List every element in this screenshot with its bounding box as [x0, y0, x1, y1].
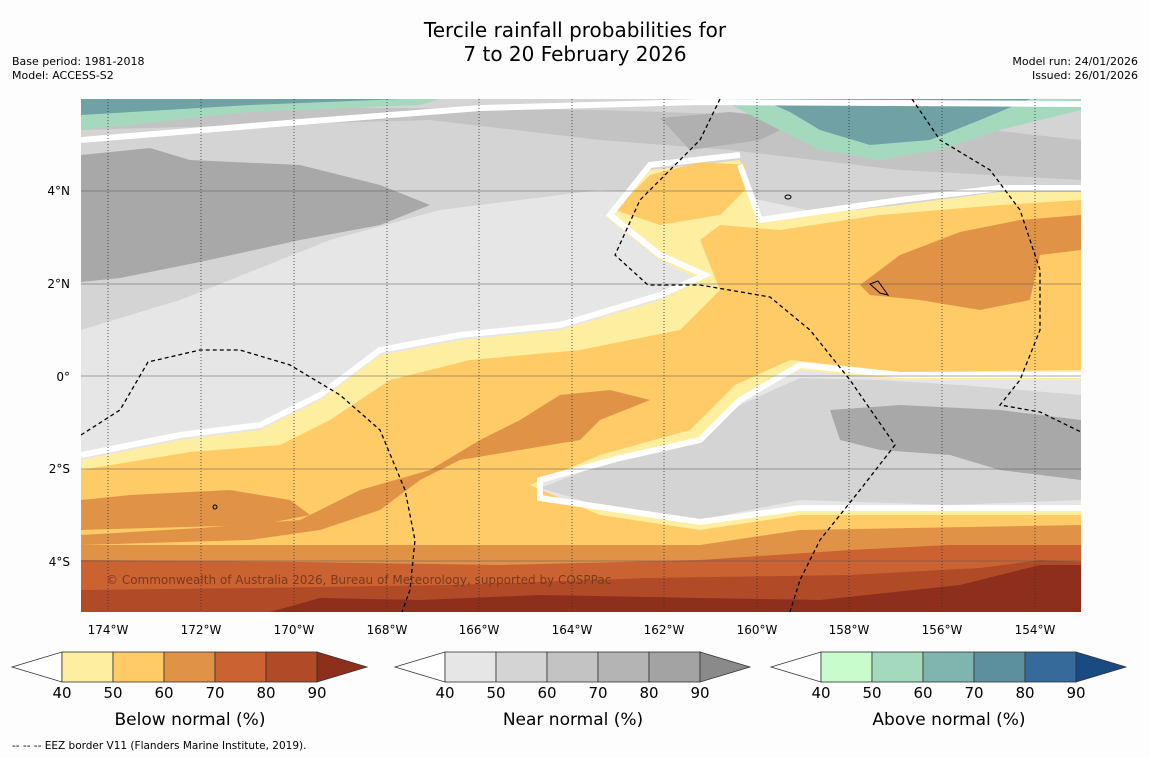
cb-below-segment — [61, 651, 114, 683]
cb-below-extend-low — [10, 651, 63, 683]
near-normal-south-70 — [830, 405, 1081, 480]
above-normal-west-70 — [81, 99, 400, 115]
cb-near-tick: 60 — [537, 684, 557, 702]
cb-above-tick: 50 — [862, 684, 882, 702]
cb-above-title: Above normal (%) — [872, 710, 1026, 730]
near-normal-band-70-west — [81, 148, 430, 282]
footer-note: -- -- -- EEZ border V11 (Flanders Marine… — [12, 740, 307, 752]
copyright-text: © Commonwealth of Australia 2026, Bureau… — [106, 573, 611, 587]
cb-near-extend-high — [699, 651, 752, 683]
cb-above-extend-high — [1075, 651, 1128, 683]
lon-label: 154°W — [1015, 623, 1056, 637]
cb-above-segment — [973, 651, 1026, 683]
below-normal-90 — [270, 565, 1081, 612]
cb-above-tick: 80 — [1015, 684, 1035, 702]
below-normal-north-pocket — [615, 162, 745, 225]
cb-near-tick: 40 — [435, 684, 455, 702]
cb-above-segment — [820, 651, 873, 683]
lon-label: 156°W — [922, 623, 963, 637]
cb-near-tick: 80 — [639, 684, 659, 702]
lon-label: 174°W — [88, 623, 129, 637]
eez-borders — [81, 99, 1081, 612]
cb-above-tick: 60 — [913, 684, 933, 702]
meta-left: Base period: 1981-2018 Model: ACCESS-S2 — [12, 55, 144, 83]
cb-above-tick: 70 — [964, 684, 984, 702]
lat-label: 2°S — [49, 462, 70, 476]
map-title: Tercile rainfall probabilities for 7 to … — [0, 18, 1150, 66]
lat-label: 4°S — [49, 555, 70, 569]
cb-near-extend-low — [393, 651, 446, 683]
cb-below-segment — [265, 651, 318, 683]
near-normal-west-equator — [81, 345, 350, 445]
base-period: Base period: 1981-2018 — [12, 55, 145, 68]
title-line2: 7 to 20 February 2026 — [463, 42, 687, 66]
cb-near-segment — [495, 651, 548, 683]
cb-below-segment — [112, 651, 165, 683]
cb-near-segment — [546, 651, 599, 683]
cb-near-segment — [444, 651, 497, 683]
cb-near-segment — [597, 651, 650, 683]
cb-above-extend-low — [769, 651, 822, 683]
lon-label: 158°W — [829, 623, 870, 637]
lon-label: 166°W — [459, 623, 500, 637]
cb-below-segment — [163, 651, 216, 683]
lon-label: 168°W — [367, 623, 408, 637]
cb-below-tick: 50 — [103, 684, 123, 702]
cb-below-tick: 70 — [205, 684, 225, 702]
cb-below-tick: 90 — [307, 684, 327, 702]
cb-above-segment — [1024, 651, 1077, 683]
cb-near-title: Near normal (%) — [502, 710, 644, 730]
lon-label: 160°W — [737, 623, 778, 637]
cb-near-tick: 90 — [690, 684, 710, 702]
meta-right: Model run: 24/01/2026 Issued: 26/01/2026 — [1012, 55, 1138, 83]
above-normal-east-70 — [760, 99, 1030, 145]
model-name: Model: ACCESS-S2 — [12, 69, 114, 82]
below-normal-60-band-1 — [81, 390, 650, 545]
separator-mid — [81, 152, 741, 458]
lat-label: 4°N — [47, 184, 70, 198]
cb-below-segment — [214, 651, 267, 683]
lon-label: 170°W — [274, 623, 315, 637]
title-line1: Tercile rainfall probabilities for — [423, 18, 727, 42]
lon-label: 162°W — [644, 623, 685, 637]
lat-label: 2°N — [47, 277, 70, 291]
cb-near-segment — [648, 651, 701, 683]
lon-labels: 174°W 172°W 170°W 168°W 166°W 164°W 162°… — [88, 623, 1056, 637]
islands — [212, 194, 890, 510]
below-normal-60-east — [860, 215, 1081, 310]
separator-mid-east — [737, 163, 1081, 224]
model-run: Model run: 24/01/2026 — [1012, 55, 1138, 68]
cb-below-extend-high — [316, 651, 369, 683]
lon-label: 164°W — [552, 623, 593, 637]
cb-above-tick: 90 — [1066, 684, 1086, 702]
cb-above-segment — [922, 651, 975, 683]
cb-above-tick: 40 — [811, 684, 831, 702]
below-normal-60-band-2 — [81, 490, 310, 530]
parallels — [81, 190, 1081, 562]
map-fill — [81, 99, 1081, 612]
lat-labels: 4°N 2°N 0° 2°S 4°S — [47, 184, 70, 569]
cb-near-tick: 70 — [588, 684, 608, 702]
issued-date: Issued: 26/01/2026 — [1031, 69, 1138, 82]
cb-below-tick: 40 — [52, 684, 72, 702]
lon-label: 172°W — [181, 623, 222, 637]
cb-below-tick: 60 — [154, 684, 174, 702]
cb-below-tick: 80 — [256, 684, 276, 702]
cb-above-segment — [871, 651, 924, 683]
cb-below-title: Below normal (%) — [114, 710, 266, 730]
separator-north — [81, 99, 1081, 143]
cb-near-tick: 50 — [486, 684, 506, 702]
lat-label: 0° — [56, 370, 70, 384]
